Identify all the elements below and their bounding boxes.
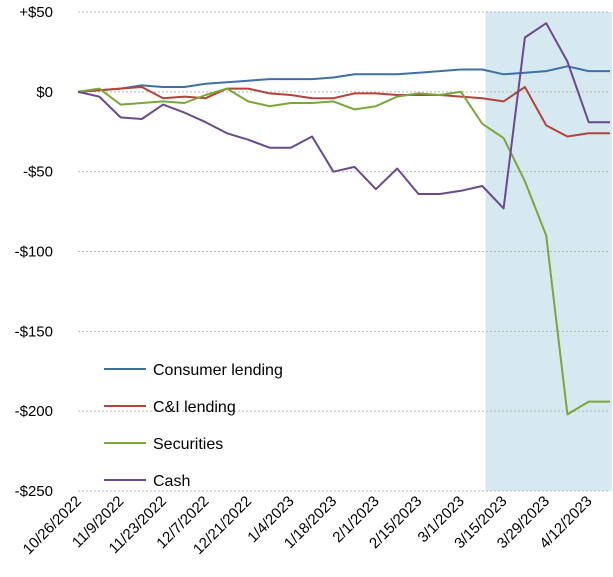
y-tick-label: +$50	[19, 4, 53, 21]
y-tick-label: -$150	[15, 323, 53, 340]
legend-label: Consumer lending	[153, 362, 283, 379]
series-line-cash	[77, 22, 610, 210]
y-tick-label: -$200	[15, 403, 53, 420]
y-tick-label: -$100	[15, 244, 53, 261]
series-lines	[77, 22, 610, 416]
y-axis-tick-labels: +$50 $0 -$50 -$100 -$150 -$200 -$250	[15, 4, 53, 500]
legend-label: C&I lending	[153, 399, 236, 416]
series-line-securities	[77, 87, 610, 416]
gridlines	[78, 11, 610, 492]
series-line-c-i-lending	[77, 86, 610, 138]
legend-label: Securities	[153, 436, 223, 453]
x-tick-label: 10/26/2022	[20, 493, 85, 558]
legend-label: Cash	[153, 473, 190, 490]
y-tick-label: -$50	[23, 164, 53, 181]
legend: Consumer lending C&I lending Securities Cas…	[104, 362, 283, 490]
x-axis-tick-labels: 10/26/202211/9/202211/23/202212/7/202212…	[20, 493, 596, 558]
y-tick-label: $0	[36, 84, 53, 101]
y-tick-label: -$250	[15, 483, 53, 500]
